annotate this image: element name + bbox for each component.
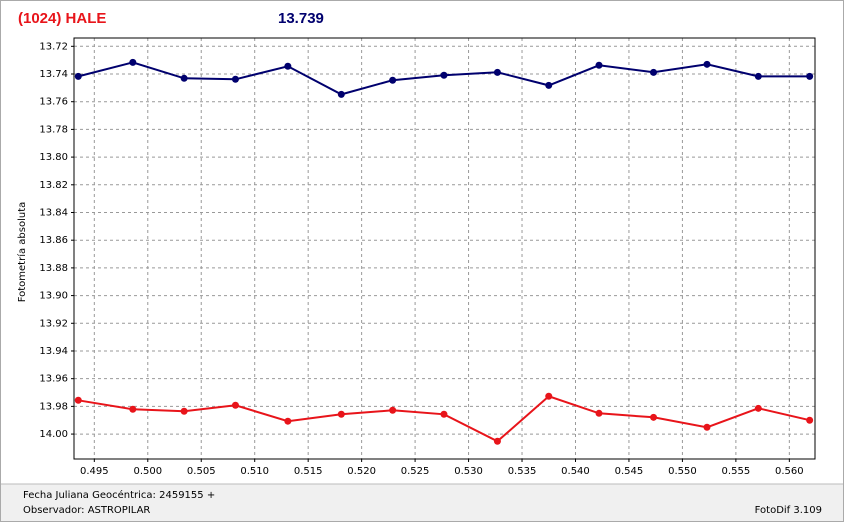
data-point — [650, 68, 658, 76]
data-point — [389, 76, 397, 84]
data-point — [493, 68, 501, 76]
data-point — [440, 410, 448, 418]
footer-bar — [1, 484, 843, 521]
x-tick-label: 0.520 — [347, 466, 376, 477]
data-point — [284, 62, 292, 70]
data-point — [703, 60, 711, 68]
data-point — [74, 72, 82, 80]
y-tick-label: 13.94 — [39, 346, 68, 357]
x-tick-label: 0.525 — [401, 466, 430, 477]
data-point — [129, 405, 137, 413]
y-tick-label: 14.00 — [39, 429, 68, 440]
data-point — [754, 404, 762, 412]
data-point — [754, 72, 762, 80]
x-tick-label: 0.555 — [722, 466, 751, 477]
data-point — [703, 423, 711, 431]
data-point — [180, 407, 188, 415]
observer: Observador: ASTROPILAR — [23, 505, 150, 516]
y-axis-title: Fotometría absoluta — [16, 202, 28, 303]
data-point — [337, 410, 345, 418]
y-tick-label: 13.98 — [39, 401, 68, 412]
x-tick-label: 0.535 — [508, 466, 537, 477]
data-point — [545, 392, 553, 400]
x-tick-label: 0.560 — [775, 466, 804, 477]
y-tick-label: 13.82 — [39, 180, 68, 191]
y-tick-label: 13.80 — [39, 152, 68, 163]
data-point — [337, 90, 345, 98]
y-tick-label: 13.84 — [39, 207, 68, 218]
data-point — [545, 81, 553, 89]
y-tick-label: 13.92 — [39, 318, 68, 329]
chart-title: (1024) HALE — [18, 10, 106, 27]
data-point — [595, 409, 603, 417]
x-tick-label: 0.495 — [80, 466, 109, 477]
y-tick-label: 13.88 — [39, 263, 68, 274]
y-tick-label: 13.72 — [39, 41, 68, 52]
x-tick-label: 0.515 — [294, 466, 323, 477]
x-axis-title: Fecha Juliana Geocéntrica: 2459155 + — [23, 489, 215, 501]
x-tick-label: 0.505 — [187, 466, 216, 477]
y-tick-label: 13.90 — [39, 291, 68, 302]
data-point — [129, 58, 137, 66]
data-point — [389, 406, 397, 414]
y-tick-label: 13.74 — [39, 69, 68, 80]
x-tick-label: 0.550 — [668, 466, 697, 477]
data-point — [595, 61, 603, 69]
data-point — [806, 72, 814, 80]
x-tick-label: 0.530 — [454, 466, 483, 477]
y-tick-label: 13.86 — [39, 235, 68, 246]
data-point — [74, 396, 82, 404]
y-tick-label: 13.76 — [39, 97, 68, 108]
x-tick-label: 0.510 — [240, 466, 269, 477]
chart-subtitle: 13.739 — [278, 10, 324, 27]
y-tick-label: 13.78 — [39, 124, 68, 135]
y-tick-label: 13.96 — [39, 374, 68, 385]
x-tick-label: 0.545 — [615, 466, 644, 477]
data-point — [440, 71, 448, 79]
x-tick-label: 0.500 — [133, 466, 162, 477]
data-point — [284, 417, 292, 425]
data-point — [231, 401, 239, 409]
data-point — [231, 75, 239, 83]
data-point — [806, 416, 814, 424]
data-point — [650, 413, 658, 421]
plot-frame — [73, 37, 816, 460]
data-point — [180, 74, 188, 82]
x-tick-label: 0.540 — [561, 466, 590, 477]
data-point — [493, 437, 501, 445]
software: FotoDif 3.109 — [755, 505, 822, 516]
